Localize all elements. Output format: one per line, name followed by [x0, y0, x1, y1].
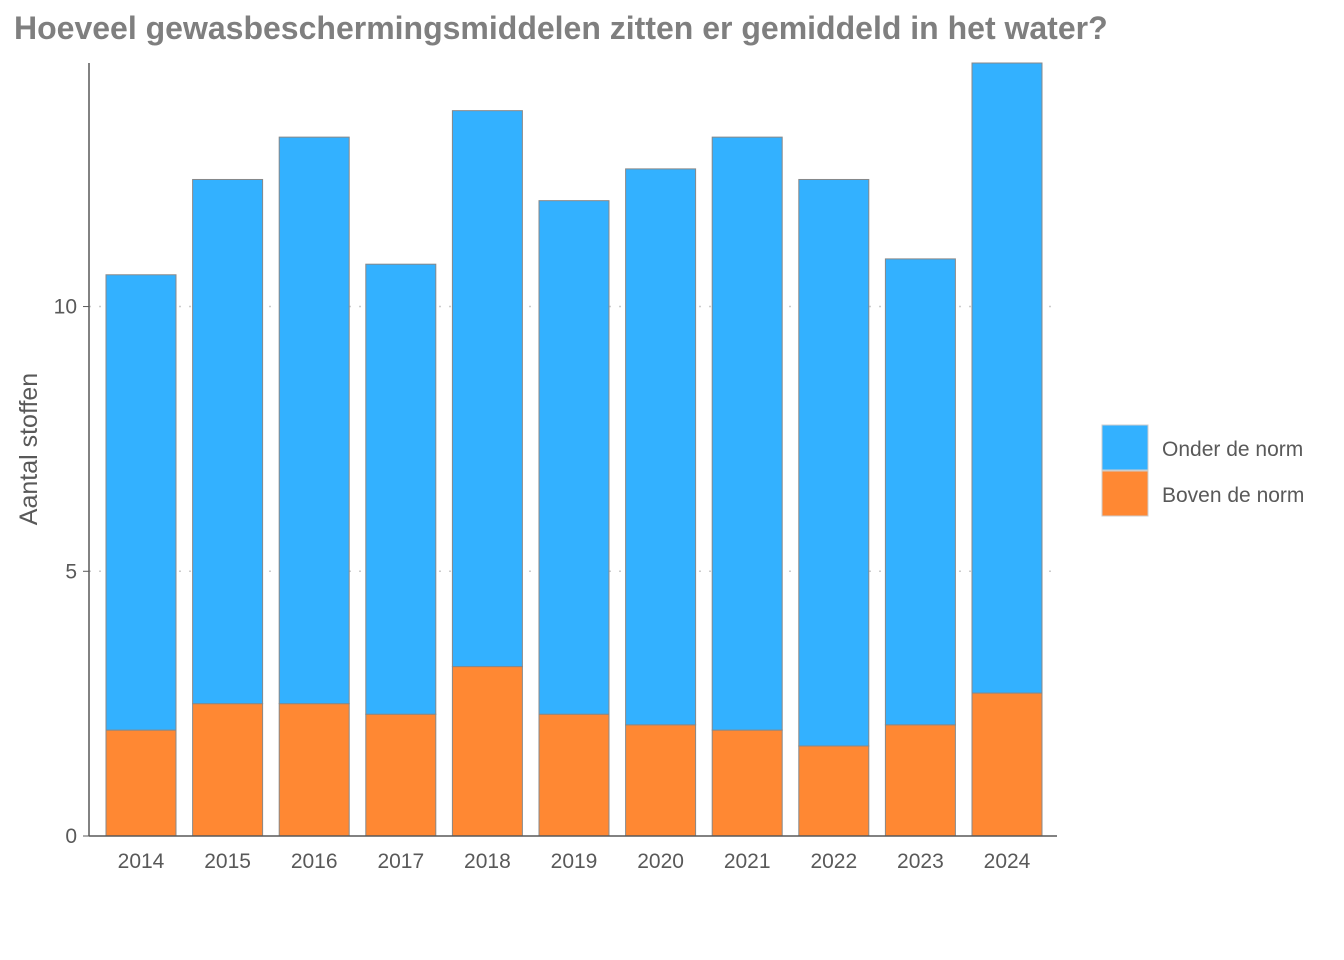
x-tick-label: 2023	[897, 850, 944, 873]
bar-onder-de-norm	[192, 178, 264, 705]
bar-boven-de-norm	[625, 724, 697, 837]
legend-swatch	[1101, 424, 1149, 471]
y-tick-label: 5	[65, 560, 77, 583]
bar-boven-de-norm	[884, 724, 956, 837]
x-tick-label: 2016	[291, 850, 338, 873]
x-tick-label: 2021	[724, 850, 771, 873]
y-tick-label: 0	[65, 825, 77, 848]
x-tick-label: 2024	[984, 850, 1031, 873]
bar-boven-de-norm	[798, 745, 870, 837]
bar-boven-de-norm	[105, 729, 177, 837]
x-tick-label: 2022	[810, 850, 857, 873]
bar-onder-de-norm	[625, 168, 697, 726]
bar-boven-de-norm	[971, 692, 1043, 837]
x-tick-label: 2015	[204, 850, 251, 873]
bar-onder-de-norm	[105, 274, 177, 731]
x-tick-label: 2019	[551, 850, 598, 873]
bar-onder-de-norm	[798, 178, 870, 747]
x-tick-label: 2018	[464, 850, 511, 873]
chart-title: Hoeveel gewasbeschermingsmiddelen zitten…	[14, 10, 1108, 46]
legend-label: Onder de norm	[1162, 438, 1303, 461]
bar-boven-de-norm	[192, 703, 264, 837]
bar-onder-de-norm	[711, 136, 783, 731]
x-tick-label: 2020	[637, 850, 684, 873]
y-axis-label: Aantal stoffen	[15, 373, 43, 525]
bar-onder-de-norm	[538, 200, 610, 715]
x-tick-label: 2017	[377, 850, 424, 873]
bar-onder-de-norm	[451, 110, 523, 668]
bar-onder-de-norm	[278, 136, 350, 705]
x-tick-label: 2014	[118, 850, 165, 873]
legend-swatch	[1101, 470, 1149, 517]
bar-onder-de-norm	[971, 62, 1043, 694]
bar-onder-de-norm	[365, 263, 437, 715]
bar-boven-de-norm	[711, 729, 783, 837]
bar-boven-de-norm	[365, 713, 437, 837]
bar-boven-de-norm	[538, 713, 610, 837]
bar-boven-de-norm	[278, 703, 350, 837]
bar-boven-de-norm	[451, 666, 523, 837]
legend-label: Boven de norm	[1162, 484, 1304, 507]
bar-onder-de-norm	[884, 258, 956, 726]
y-tick-label: 10	[54, 296, 77, 319]
